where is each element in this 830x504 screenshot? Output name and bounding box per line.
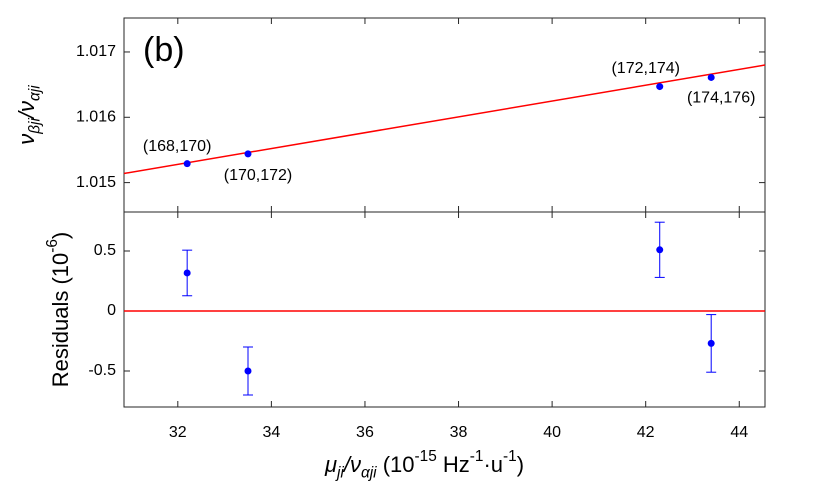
x-tick-label: 36 [356,424,374,441]
label-part: -6 [44,239,61,253]
x-tick-label: 34 [262,424,280,441]
axis-label: νβji/ναji [14,85,44,145]
x-tick-label: 38 [450,424,468,441]
y-tick-label: -0.5 [88,362,116,379]
data-point [183,269,191,277]
data-point [244,367,252,375]
label-part: αji [361,465,377,482]
point-label: (168,170) [143,138,212,155]
label-part: (10 [377,452,415,477]
x-tick-label: 32 [169,424,187,441]
axes-box [123,211,766,408]
label-part: βji [27,117,44,134]
label-part: /ν [342,452,361,477]
label-part: -1 [470,448,484,465]
axis-label: μji/ναji (10-15 Hz-1·u-1) [324,448,524,482]
x-tick-label: 42 [637,424,655,441]
label-part: Hz [437,452,470,477]
data-point [707,73,715,81]
y-tick-label: 1.015 [76,174,116,191]
x-tick-label: 40 [543,424,561,441]
axis-label: Residuals (10-6) [44,232,73,388]
label-part: /ν [14,101,39,120]
y-tick-label: 1.016 [76,109,116,126]
y-tick-label: 0 [107,302,116,319]
data-point [183,160,191,168]
label-part: ) [48,232,73,239]
y-tick-label: 0.5 [94,242,116,259]
label-part: -15 [415,448,437,465]
label-part: -1 [503,448,517,465]
panel-label: (b) [143,31,185,69]
fit-line [123,64,766,175]
point-label: (174,176) [687,90,756,107]
label-part: Residuals (10 [48,253,73,388]
label-part: ) [517,452,524,477]
data-point [656,246,664,254]
point-label: (172,174) [611,60,680,77]
label-part: ji [335,465,344,482]
x-tick-label: 44 [730,424,748,441]
label-part: αji [27,85,44,101]
label-part: ·u [483,452,503,477]
point-label: (170,172) [224,167,293,184]
data-point [707,339,715,347]
label-part: μ [324,452,337,477]
data-point [656,83,664,91]
y-tick-label: 1.017 [76,43,116,60]
label-part: ν [14,134,39,145]
data-point [244,150,252,158]
